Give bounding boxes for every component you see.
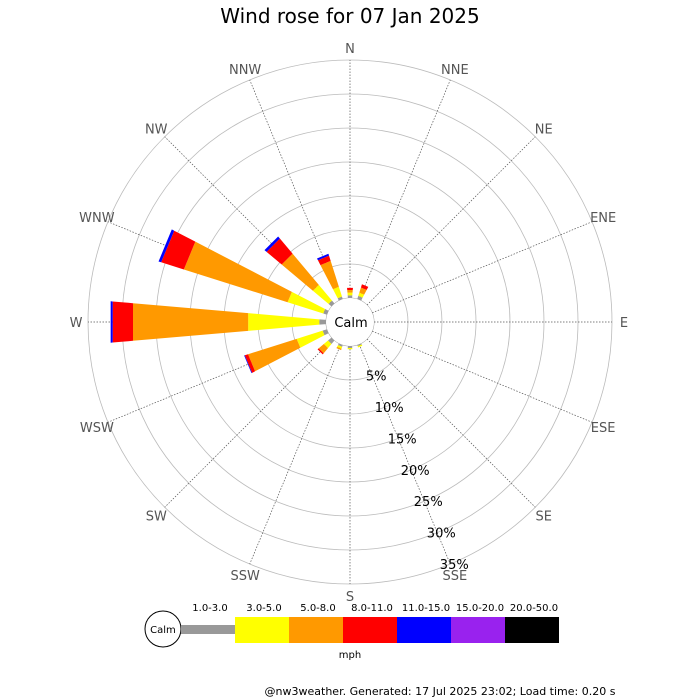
petal-ssw-bin-0	[337, 343, 343, 347]
legend-swatch-6	[505, 617, 559, 643]
petal-ssw-bin-1	[337, 345, 343, 349]
direction-label-sw: SW	[146, 510, 167, 525]
petal-sw-bin-0	[327, 337, 335, 345]
radial-tick-label: 15%	[388, 432, 417, 447]
petal-wsw-bin-4	[244, 355, 253, 374]
direction-label-ese: ESE	[591, 421, 616, 436]
direction-label-n: N	[345, 42, 355, 57]
petal-sse-bin-1	[357, 344, 363, 348]
radial-tick-label: 10%	[375, 401, 404, 416]
radial-tick-label: 25%	[414, 495, 443, 510]
direction-label-s: S	[346, 590, 354, 605]
petal-w-bin-4	[110, 301, 113, 343]
direction-label-nne: NNE	[441, 63, 469, 78]
calm-center: Calm	[326, 298, 374, 346]
legend-label-2: 5.0-8.0	[300, 603, 335, 614]
petal-w-bin-0	[319, 319, 327, 325]
petal-s-bin-0	[347, 345, 353, 348]
petal-nw-bin-1	[312, 284, 332, 304]
radial-tick-label: 35%	[440, 558, 469, 573]
petal-wsw-bin-1	[296, 330, 325, 348]
petal-nne-bin-0	[357, 295, 363, 301]
direction-label-nnw: NNW	[229, 63, 261, 78]
radial-tick-label: 20%	[401, 464, 430, 479]
legend-label-5: 15.0-20.0	[456, 603, 504, 614]
petal-wsw-bin-3	[244, 354, 256, 373]
petal-n-bin-3	[347, 287, 353, 290]
petal-wnw-bin-1	[287, 291, 326, 314]
petal-nne-bin-2	[359, 287, 367, 295]
petal-w-bin-2	[133, 303, 249, 341]
petal-wnw-bin-3	[161, 230, 196, 270]
legend-unit: mph	[339, 650, 361, 661]
direction-label-sse: SSE	[442, 569, 467, 584]
legend-label-4: 11.0-15.0	[402, 603, 450, 614]
calm-circle	[326, 298, 374, 346]
legend-swatch-4	[397, 617, 451, 643]
legend-label-6: 20.0-50.0	[510, 603, 558, 614]
petal-w-bin-3	[112, 301, 134, 343]
direction-label-ssw: SSW	[230, 569, 260, 584]
legend: Calm 1.0-3.0 3.0-5.0 5.0-8.0 8.0-11.0 11.0-1…	[144, 603, 559, 661]
legend-calm-label: Calm	[150, 625, 176, 636]
petal-n-bin-0	[347, 295, 353, 299]
direction-labels: N NNE NE ENE E ESE SE SSE S SSW SW WSW W WNW NW NNW	[70, 42, 629, 605]
calm-label: Calm	[334, 316, 367, 331]
petal-nw-bin-4	[264, 236, 280, 252]
direction-label-se: SE	[536, 510, 552, 525]
direction-label-ne: NE	[535, 122, 553, 137]
petal-ssw-bin-2	[336, 346, 342, 351]
chart-title: Wind rose for 07 Jan 2025	[220, 4, 479, 28]
legend-label-1: 3.0-5.0	[246, 603, 281, 614]
legend-swatch-3	[343, 617, 397, 643]
petal-wsw-bin-2	[248, 338, 301, 372]
direction-label-ene: ENE	[590, 211, 616, 226]
direction-label-e: E	[620, 316, 628, 331]
legend-swatch-5	[451, 617, 505, 643]
petal-sw-bin-3	[317, 348, 324, 355]
legend-label-3: 8.0-11.0	[351, 603, 393, 614]
petal-nnw-bin-2	[320, 260, 339, 290]
petal-nw-bin-3	[266, 238, 293, 265]
petal-nnw-bin-4	[316, 253, 330, 261]
legend-swatch-1	[235, 617, 289, 643]
legend-swatch-0	[181, 625, 235, 634]
spoke-ene	[349, 221, 593, 323]
legend-swatch-2	[289, 617, 343, 643]
petal-wsw-bin-0	[322, 329, 329, 336]
petal-s-bin-1	[347, 347, 353, 350]
petal-wnw-bin-4	[158, 229, 175, 263]
petal-sw-bin-2	[318, 344, 328, 354]
legend-label-0: 1.0-3.0	[192, 603, 227, 614]
petal-nne-bin-1	[358, 292, 365, 298]
petal-nw-bin-2	[281, 253, 319, 291]
petal-w-bin-1	[248, 313, 320, 331]
petal-nnw-bin-0	[337, 296, 343, 301]
legend-bins: 1.0-3.0 3.0-5.0 5.0-8.0 8.0-11.0 11.0-15.0 15…	[181, 603, 559, 643]
petal-n-bin-1	[347, 292, 353, 296]
radial-tick-labels: 5% 10% 15% 20% 25% 30% 35%	[366, 370, 469, 573]
petal-nnw-bin-1	[332, 286, 342, 299]
petal-nnw-bin-3	[317, 255, 331, 266]
petal-nne-bin-3	[360, 284, 369, 290]
direction-label-wsw: WSW	[80, 421, 114, 436]
petal-wnw-bin-0	[323, 309, 329, 315]
direction-label-nw: NW	[145, 122, 168, 137]
radial-tick-label: 5%	[366, 370, 387, 385]
petal-n-bin-2	[347, 289, 353, 293]
footer-text: @nw3weather. Generated: 17 Jul 2025 23:0…	[265, 685, 616, 698]
radial-tick-label: 30%	[427, 527, 456, 542]
petal-wnw-bin-2	[183, 241, 292, 303]
direction-label-w: W	[70, 316, 83, 331]
petal-sw-bin-1	[323, 340, 332, 349]
petal-sse-bin-0	[357, 343, 362, 347]
wind-petals	[110, 229, 369, 374]
direction-label-wnw: WNW	[79, 211, 115, 226]
